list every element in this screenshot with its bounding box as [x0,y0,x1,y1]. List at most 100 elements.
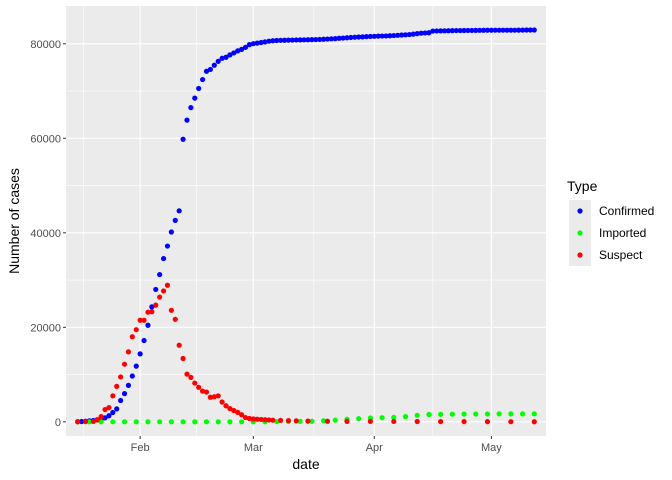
data-point-imported [121,419,128,425]
data-point-confirmed [356,34,362,40]
data-point-confirmed [504,27,510,33]
data-point-confirmed [114,406,120,412]
data-point-confirmed [141,337,147,344]
data-point-imported [461,411,467,417]
data-point-confirmed [399,32,405,38]
x-tick-label: Mar [244,442,263,454]
legend-title: Type [567,178,598,194]
data-point-confirmed [500,27,506,33]
data-point-confirmed [168,229,174,235]
data-point-imported [332,417,338,423]
data-point-confirmed [211,62,217,68]
data-point-confirmed [418,30,424,36]
data-point-confirmed [508,27,514,33]
data-point-confirmed [203,68,210,74]
data-point-suspect [196,384,202,390]
data-point-imported [168,419,174,425]
data-point-confirmed [110,409,116,416]
x-tick-label: Apr [366,442,383,454]
data-point-confirmed [227,52,233,58]
data-point-confirmed [254,40,260,46]
data-point-confirmed [391,32,397,39]
data-point-imported [145,419,151,425]
data-point-suspect [176,342,182,348]
data-point-confirmed [129,373,135,379]
data-point-suspect [239,412,245,418]
data-point-confirmed [102,415,108,421]
data-point-suspect [125,349,132,355]
x-tick-label: May [481,442,502,454]
data-point-suspect [133,327,139,333]
data-point-suspect [250,416,256,422]
data-point-confirmed [375,33,381,39]
data-point-confirmed [106,413,112,419]
data-point-suspect [164,282,171,288]
data-point-confirmed [317,36,323,43]
data-point-confirmed [434,28,440,34]
data-point-confirmed [414,30,420,37]
data-point-confirmed [324,36,331,42]
data-point-suspect [98,414,104,420]
data-point-confirmed [196,85,202,92]
data-point-suspect [484,419,491,425]
data-point-suspect [270,417,276,423]
data-point-imported [508,411,514,417]
data-point-confirmed [180,136,186,142]
data-point-suspect [137,317,143,323]
data-point-confirmed [352,34,358,40]
data-point-suspect [160,288,167,294]
data-point-confirmed [453,27,459,34]
data-point-confirmed [223,54,229,60]
data-point-suspect [293,418,299,424]
x-tick-label: Feb [131,442,150,454]
x-axis-title: date [292,456,319,472]
data-point-imported [215,419,221,425]
data-point-confirmed [246,42,253,48]
data-point-suspect [531,419,537,425]
data-point-confirmed [133,363,139,369]
data-point-confirmed [336,35,342,41]
data-point-suspect [219,399,225,405]
minor-gridlines [66,6,546,436]
data-point-suspect [153,302,159,308]
data-point-confirmed [406,31,413,38]
data-point-suspect [110,393,116,399]
data-point-confirmed [145,322,151,328]
data-point-suspect [508,419,514,425]
data-point-confirmed [309,37,315,43]
data-point-confirmed [461,27,467,34]
data-point-confirmed [121,391,128,397]
data-point-imported [192,419,198,425]
data-point-suspect [344,418,350,424]
data-point-imported [309,418,315,424]
data-point-imported [519,411,526,417]
data-point-suspect [141,317,147,323]
data-point-confirmed [285,37,292,43]
data-point-confirmed [172,217,178,223]
data-point-imported [239,419,245,425]
data-point-suspect [207,394,213,400]
data-point-suspect [180,355,186,362]
data-point-suspect [266,417,272,423]
data-point-confirmed [348,34,354,41]
data-point-imported [274,418,280,425]
data-point-confirmed [480,27,487,33]
data-point-confirmed [473,27,479,33]
data-point-confirmed [496,27,502,33]
plot-panel [66,6,546,436]
data-point-imported [110,419,116,425]
data-point-confirmed [519,27,526,33]
legend: Type Confirmed Imported Suspect [567,178,654,266]
data-point-confirmed [274,37,280,44]
data-point-imported [484,411,491,417]
data-point-confirmed [188,105,194,111]
legend-key-confirmed [577,208,583,214]
y-axis-ticks: 0 20000 40000 60000 80000 [30,39,66,429]
data-point-confirmed [477,27,483,33]
data-point-suspect [90,418,96,424]
data-point-suspect [188,374,194,381]
data-point-suspect [254,416,260,422]
data-point-imported [227,419,233,425]
data-point-confirmed [176,208,182,214]
data-point-confirmed [387,33,393,39]
